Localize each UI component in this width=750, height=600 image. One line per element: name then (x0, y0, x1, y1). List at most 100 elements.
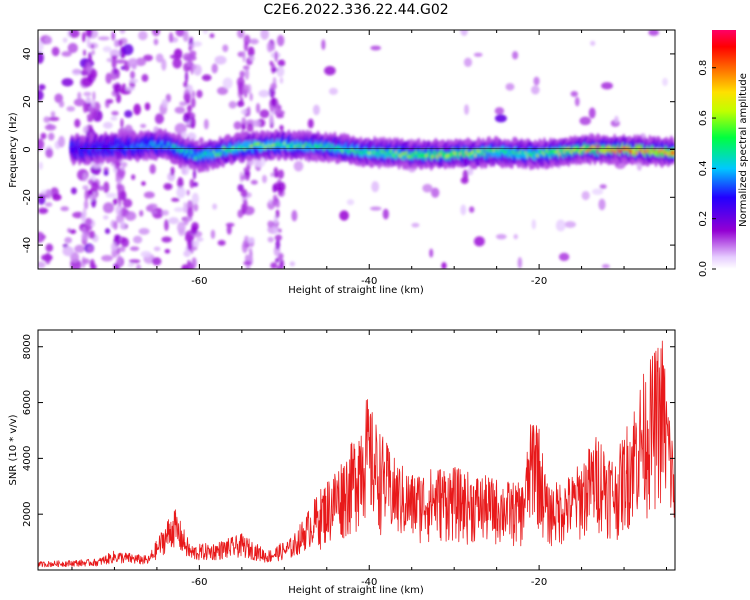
spectrogram-speckle (38, 89, 44, 101)
spectrogram-speckle (72, 211, 84, 219)
spectrogram-streak (113, 68, 118, 75)
spectrogram-speckle (254, 157, 266, 168)
spectrogram-streak (278, 252, 284, 260)
spectrogram-speckle (74, 244, 86, 253)
spectrogram-speckle (531, 219, 536, 230)
spectrogram-speckle (429, 248, 434, 258)
spectrogram-speckle (161, 209, 169, 216)
spectrogram-speckle (214, 55, 227, 65)
spectrogram-speckle (38, 261, 46, 269)
spectrogram-speckle (191, 41, 202, 47)
spectrogram-speckle (193, 203, 199, 212)
spectrogram-speckle (135, 57, 147, 67)
spectrogram-speckle (255, 103, 261, 114)
spectrogram-streak (120, 166, 126, 171)
spectrogram-speckle (505, 83, 515, 91)
spectrogram-speckle (209, 33, 215, 39)
spectrogram-speckle (176, 186, 186, 199)
colorbar-tick-label: 0.8 (698, 60, 709, 76)
spectrogram-speckle (346, 199, 355, 206)
colorbar-tick-label: 0.6 (698, 110, 709, 126)
spectrogram-speckle (45, 189, 52, 199)
spectrogram-streak (270, 172, 275, 177)
spectrogram-streak (120, 220, 126, 230)
spectrogram-speckle (73, 98, 86, 107)
spectrogram-streak (82, 172, 88, 182)
spectrogram-speckle (161, 98, 169, 108)
spectrogram-speckle (258, 89, 270, 98)
spectrogram-speckle (44, 36, 53, 45)
spectrogram-speckle (103, 169, 109, 176)
spectrogram-streak (244, 235, 249, 243)
spectrogram-speckle (38, 231, 45, 243)
spectrogram-speckle (148, 203, 158, 209)
spectrogram-streak (115, 204, 124, 216)
y-tick-label: 4000 (22, 446, 33, 471)
spectrogram-streak (183, 201, 187, 214)
colorbar-label: Normalized spectral amplitude (738, 73, 749, 227)
spectrogram-speckle (140, 123, 147, 128)
spectrogram-speckle (155, 53, 164, 63)
spectrogram-speckle (138, 30, 148, 41)
spectrogram-streak (82, 185, 89, 191)
spectrogram-speckle (61, 78, 74, 87)
x-tick-label: -40 (361, 276, 377, 287)
spectrogram-streak (236, 76, 245, 88)
spectrogram-streak (240, 109, 248, 115)
spectrogram-streak (90, 181, 99, 192)
spectrogram-speckle (259, 109, 270, 119)
snr-series-line (38, 340, 675, 568)
spectrogram-speckle (149, 163, 156, 175)
y-tick-label: 20 (22, 95, 33, 108)
spectrogram-streak (183, 92, 191, 102)
spectrogram-streak (183, 81, 188, 88)
spectrogram-streak (115, 93, 122, 104)
spectrogram-speckle (328, 87, 338, 95)
spectrogram-streak (90, 263, 97, 269)
spectrogram-streak (275, 199, 281, 208)
spectrogram-speckle (411, 222, 420, 228)
spectrogram-streak (118, 39, 123, 47)
spectrogram-speckle (101, 255, 113, 262)
spectrogram-streak (83, 199, 89, 210)
spectrogram-speckle (124, 110, 133, 118)
x-tick-label: -60 (191, 276, 207, 287)
spectrogram-speckle (133, 103, 142, 116)
spectrogram-speckle (181, 131, 187, 138)
spectrogram-speckle (103, 181, 110, 194)
spectrogram-speckle (430, 187, 440, 198)
spectrogram-speckle (153, 38, 159, 46)
spectrogram-streak (272, 183, 277, 193)
colorbar-tick-label: 0.4 (698, 160, 709, 176)
spectrogram-streak (243, 260, 252, 266)
spectrogram-speckle (177, 177, 184, 189)
y-tick-label: 0 (22, 146, 33, 152)
spectrogram-streak (277, 104, 282, 111)
spectrogram-speckle (276, 34, 285, 47)
spectrogram-streak (82, 49, 87, 57)
spectrogram-streak (189, 178, 195, 189)
spectrogram-speckle (494, 107, 505, 115)
spectrogram-speckle (45, 243, 54, 252)
spectrogram-streak (236, 100, 245, 108)
spectrogram-speckle (60, 206, 69, 212)
y-tick-label: 40 (22, 48, 33, 61)
spectrogram-speckle (225, 222, 235, 227)
spectrogram-streak (83, 125, 89, 132)
spectrogram-streak (111, 110, 119, 116)
spectrogram-speckle (312, 104, 320, 116)
spectrogram-speckle (50, 111, 56, 118)
spectrogram-streak (113, 220, 118, 230)
spectrogram-speckle (422, 183, 433, 193)
spectrogram-speckle (152, 257, 162, 266)
spectrogram-ridge-cell (670, 150, 675, 156)
y-tick-label: 6000 (22, 390, 33, 415)
snr-x-axis-label: Height of straight line (km) (288, 585, 424, 596)
spectrogram-speckle (154, 113, 164, 125)
spectrogram-streak (119, 30, 126, 34)
spectrogram-speckle (196, 89, 203, 99)
spectrogram-streak (114, 234, 121, 240)
spectrogram-speckle (533, 76, 540, 86)
spectrogram-streak (89, 195, 94, 202)
